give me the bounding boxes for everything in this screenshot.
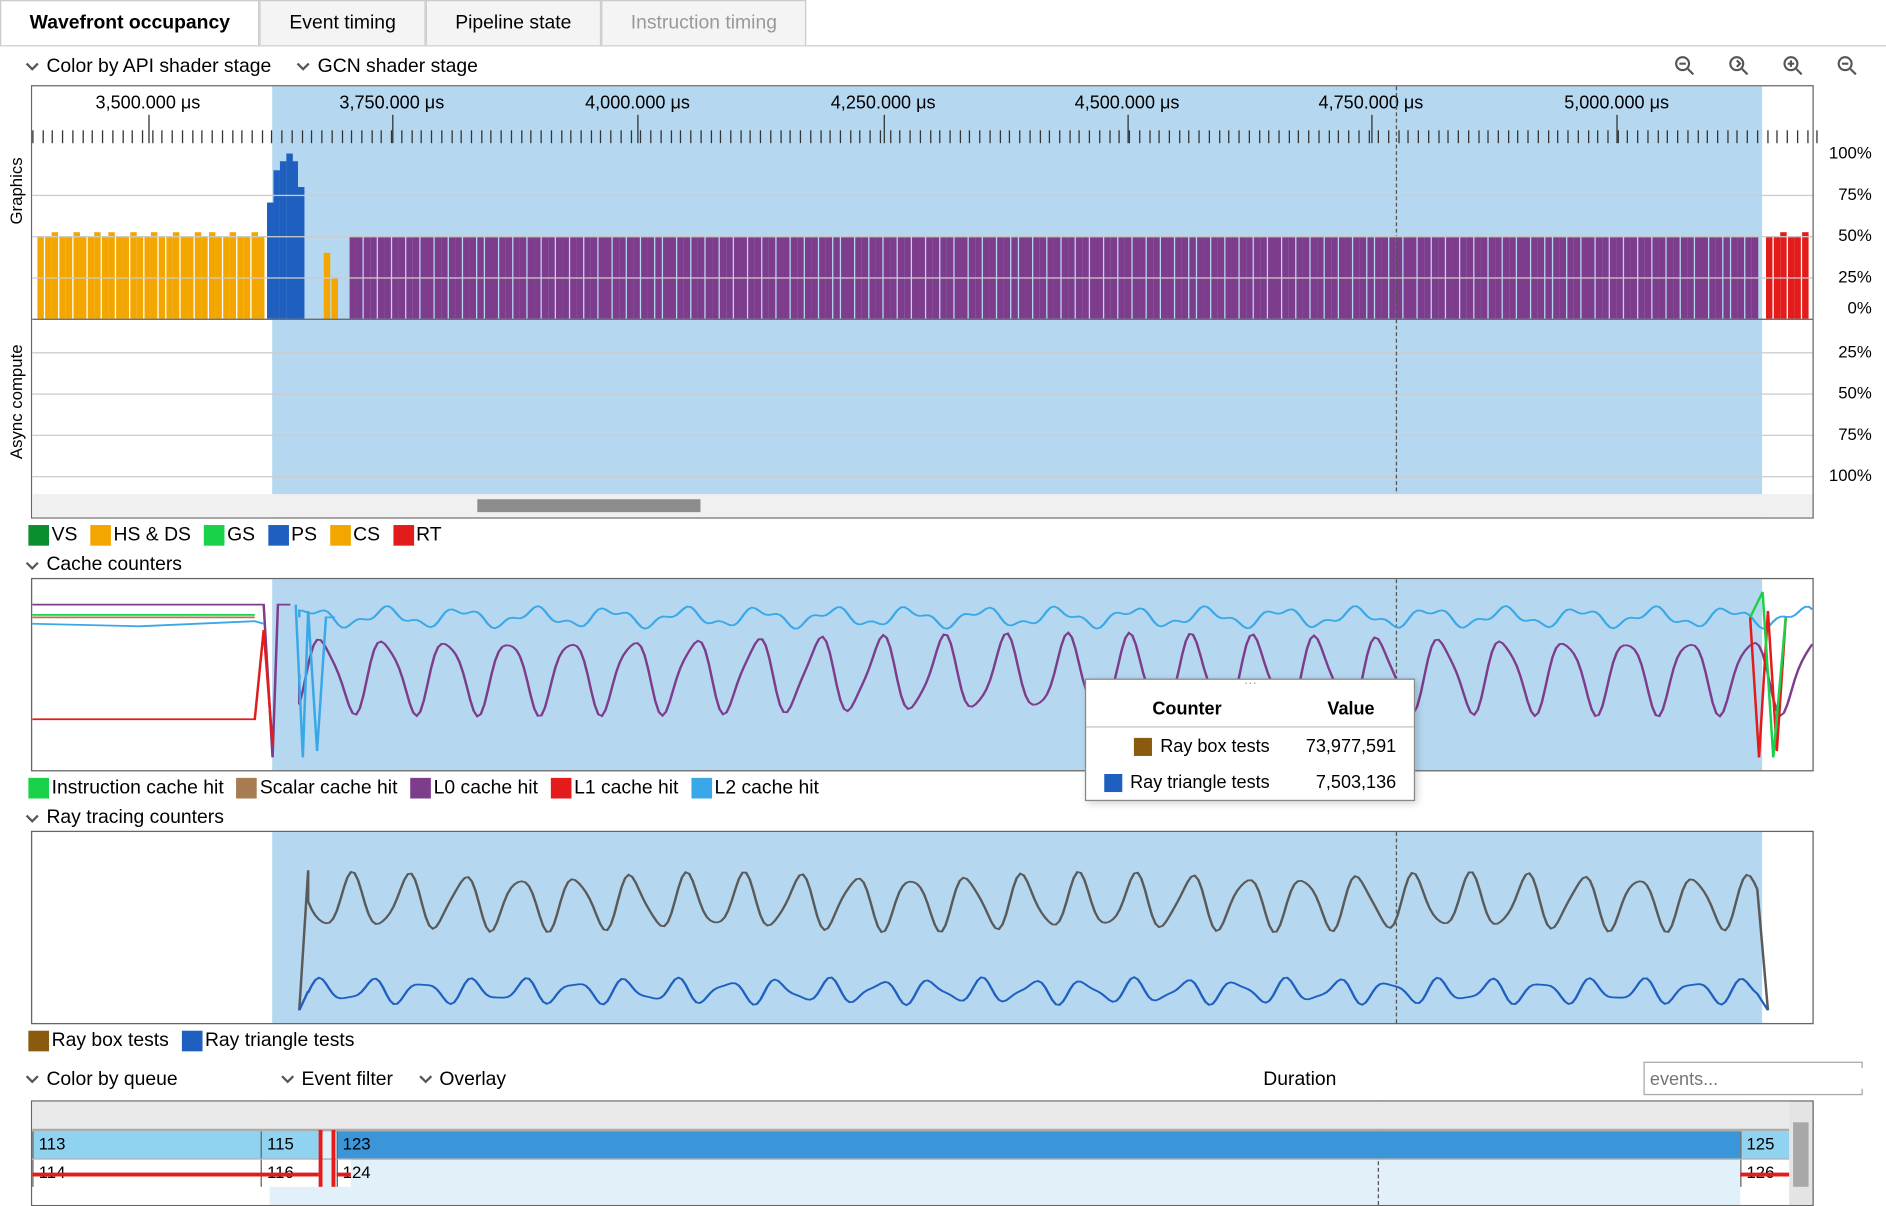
- dropdown-gcn-stage[interactable]: GCN shader stage: [294, 55, 477, 77]
- label-duration: Duration: [1263, 1067, 1336, 1089]
- legend-label: Ray triangle tests: [205, 1029, 354, 1051]
- occupancy-axis-right: 100%75%50%25%0%25%50%75%100%: [1815, 86, 1872, 517]
- chevron-down-icon: [23, 808, 41, 826]
- label-graphics: Graphics: [6, 157, 25, 224]
- legend-label: Scalar cache hit: [260, 777, 398, 799]
- dropdown-label: Overlay: [439, 1067, 506, 1089]
- legend-swatch: [393, 524, 414, 545]
- tooltip-grip-icon[interactable]: ⋯: [1086, 679, 1414, 689]
- divider: [32, 319, 1812, 320]
- legend-swatch: [330, 524, 351, 545]
- legend-swatch: [90, 524, 111, 545]
- cache-legend: Instruction cache hit Scalar cache hit L0 …: [0, 771, 1886, 803]
- legend-label: L1 cache hit: [574, 777, 678, 799]
- legend-label: HS & DS: [114, 524, 191, 546]
- legend-label: PS: [291, 524, 317, 546]
- event-timeline-scrollbar[interactable]: [1789, 1102, 1812, 1205]
- legend-label: L2 cache hit: [715, 777, 819, 799]
- chevron-down-icon: [416, 1069, 434, 1087]
- search-box[interactable]: [1643, 1062, 1862, 1096]
- dropdown-label: Event filter: [302, 1067, 393, 1089]
- cache-counters-chart[interactable]: [31, 578, 1814, 772]
- zoom-out-button[interactable]: [1832, 50, 1863, 81]
- dropdown-label: Color by queue: [46, 1067, 177, 1089]
- event-block[interactable]: 115: [261, 1131, 319, 1158]
- legend-swatch: [410, 777, 431, 798]
- legend-swatch: [28, 1030, 49, 1051]
- search-input[interactable]: [1650, 1068, 1883, 1089]
- scrollbar-thumb[interactable]: [1793, 1122, 1808, 1187]
- label-async-compute: Async compute: [6, 344, 25, 459]
- cache-lines: [32, 579, 1812, 770]
- event-controls: Color by queue Event filter Overlay Dura…: [0, 1057, 1886, 1101]
- tooltip-header-counter: Counter: [1086, 690, 1287, 727]
- occupancy-scrollbar[interactable]: [32, 494, 1812, 517]
- rt-legend: Ray box tests Ray triangle tests: [0, 1024, 1886, 1056]
- legend-swatch: [691, 777, 712, 798]
- time-cursor[interactable]: [1396, 86, 1397, 517]
- event-block[interactable]: 113: [32, 1131, 260, 1158]
- event-header-row: [32, 1102, 1789, 1130]
- zoom-fit-button[interactable]: [1669, 50, 1700, 81]
- legend-label: VS: [52, 524, 78, 546]
- dropdown-gcn-label: GCN shader stage: [318, 55, 478, 77]
- event-block[interactable]: 125: [1740, 1131, 1789, 1158]
- rt-lines: [32, 832, 1812, 1023]
- legend-label: GS: [227, 524, 255, 546]
- tab-bar: Wavefront occupancy Event timing Pipelin…: [0, 0, 1886, 46]
- dropdown-event-filter[interactable]: Event filter: [278, 1067, 393, 1089]
- legend-swatch: [28, 524, 49, 545]
- section-cache-counters[interactable]: Cache counters: [0, 551, 1886, 578]
- dropdown-color-api-label: Color by API shader stage: [46, 55, 271, 77]
- occupancy-controls: Color by API shader stage GCN shader sta…: [0, 46, 1886, 85]
- legend-swatch: [182, 1030, 203, 1051]
- rt-counters-chart[interactable]: [31, 831, 1814, 1025]
- dropdown-color-api[interactable]: Color by API shader stage: [23, 55, 271, 77]
- chevron-down-icon: [23, 1069, 41, 1087]
- zoom-in-button[interactable]: [1778, 50, 1809, 81]
- counter-tooltip: ⋯ CounterValue Ray box tests73,977,591Ra…: [1085, 678, 1416, 801]
- section-title: Cache counters: [46, 553, 182, 575]
- dropdown-color-by-queue[interactable]: Color by queue: [23, 1067, 177, 1089]
- scrollbar-thumb[interactable]: [477, 499, 700, 512]
- dropdown-overlay[interactable]: Overlay: [416, 1067, 506, 1089]
- section-rt-counters[interactable]: Ray tracing counters: [0, 804, 1886, 831]
- legend-swatch: [268, 524, 289, 545]
- legend-swatch: [237, 777, 258, 798]
- occupancy-axis-left: Graphics Async compute: [6, 86, 29, 517]
- legend-label: CS: [353, 524, 380, 546]
- event-block[interactable]: 123: [336, 1131, 1740, 1158]
- tab-wavefront-occupancy[interactable]: Wavefront occupancy: [0, 0, 260, 45]
- tooltip-header-value: Value: [1288, 690, 1415, 727]
- shader-stage-legend: VS HS & DS GS PS CS RT: [0, 519, 1886, 551]
- legend-label: RT: [416, 524, 441, 546]
- chevron-down-icon: [23, 57, 41, 75]
- legend-swatch: [28, 777, 49, 798]
- time-ruler[interactable]: 3,500.000 μs3,750.000 μs4,000.000 μs4,25…: [32, 86, 1812, 153]
- section-title: Ray tracing counters: [46, 806, 223, 828]
- chevron-down-icon: [278, 1069, 296, 1087]
- chevron-down-icon: [294, 57, 312, 75]
- tab-instruction-timing: Instruction timing: [601, 0, 807, 45]
- zoom-selection-button[interactable]: [1723, 50, 1754, 81]
- legend-swatch: [204, 524, 225, 545]
- legend-label: Ray box tests: [52, 1029, 169, 1051]
- chevron-down-icon: [23, 555, 41, 573]
- legend-swatch: [551, 777, 572, 798]
- legend-label: L0 cache hit: [434, 777, 538, 799]
- legend-label: Instruction cache hit: [52, 777, 224, 799]
- tab-pipeline-state[interactable]: Pipeline state: [426, 0, 602, 45]
- tab-event-timing[interactable]: Event timing: [260, 0, 426, 45]
- event-timeline[interactable]: 113115123125114116124126: [31, 1100, 1814, 1206]
- occupancy-chart[interactable]: Graphics Async compute 100%75%50%25%0%25…: [31, 85, 1814, 518]
